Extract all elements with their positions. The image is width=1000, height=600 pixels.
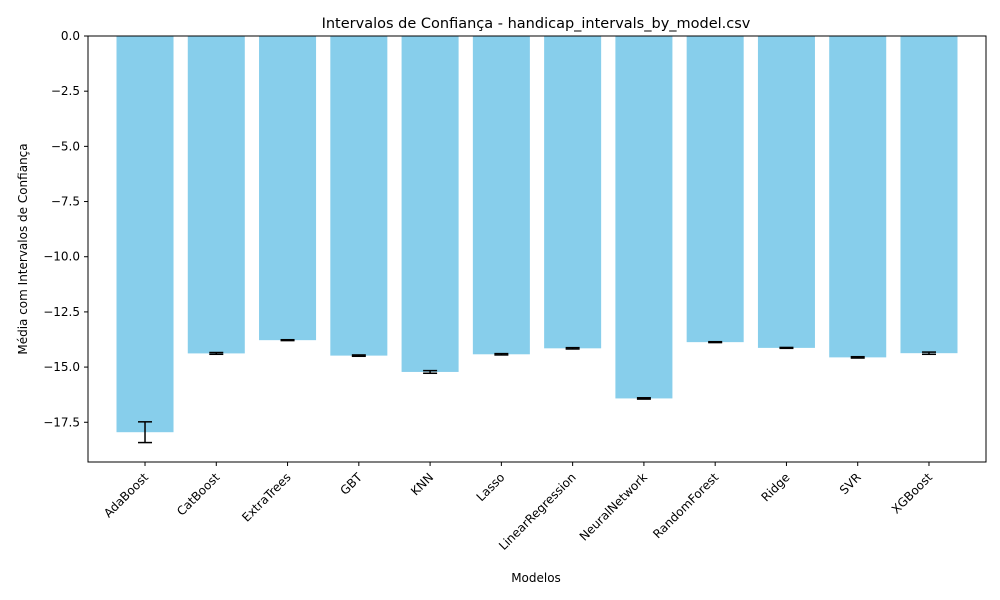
x-tick-label: Lasso [474, 470, 508, 504]
bar-extratrees [259, 36, 317, 341]
chart-title: Intervalos de Confiança - handicap_inter… [322, 16, 751, 32]
bar-gbt [330, 36, 388, 356]
y-tick-label: −2.5 [51, 84, 80, 98]
y-tick-label: −15.0 [43, 360, 80, 374]
y-tick-label: −10.0 [43, 250, 80, 264]
x-tick-label: NeuralNetwork [577, 470, 650, 543]
bar-ridge [757, 36, 815, 348]
x-tick-label: CatBoost [174, 470, 223, 519]
y-tick-label: 0.0 [61, 29, 80, 43]
bar-lasso [472, 36, 530, 355]
x-tick-label: Ridge [758, 470, 792, 504]
y-tick-label: −12.5 [43, 305, 80, 319]
bar-neuralnetwork [615, 36, 673, 399]
x-tick-label: XGBoost [889, 470, 935, 516]
y-tick-label: −17.5 [43, 415, 80, 429]
x-axis-title: Modelos [511, 571, 561, 585]
bar-linearregression [544, 36, 602, 349]
plot-frame [87, 35, 987, 463]
x-tick-label: KNN [408, 470, 436, 498]
x-tick-label: RandomForest [650, 470, 721, 541]
x-tick-label: ExtraTrees [239, 470, 293, 524]
x-tick-label: GBT [337, 470, 365, 498]
y-tick-label: −5.0 [51, 139, 80, 153]
bar-catboost [187, 36, 245, 354]
x-tick-label: AdaBoost [101, 470, 151, 520]
y-tick-label: −7.5 [51, 195, 80, 209]
bar-adaboost [116, 36, 174, 433]
bar-randomforest [686, 36, 744, 343]
bar-knn [401, 36, 459, 372]
plot-area: 0.0 −2.5 −5.0 −7.5 −10.0 −12.5 −15.0 −17.5 AdaBo… [43, 29, 987, 553]
x-tick-label: LinearRegression [496, 470, 579, 553]
y-axis-title: Média com Intervalos de Confiança [16, 143, 30, 354]
bar-svr [829, 36, 887, 358]
x-tick-label: SVR [837, 470, 864, 497]
bar-xgboost [900, 36, 958, 354]
